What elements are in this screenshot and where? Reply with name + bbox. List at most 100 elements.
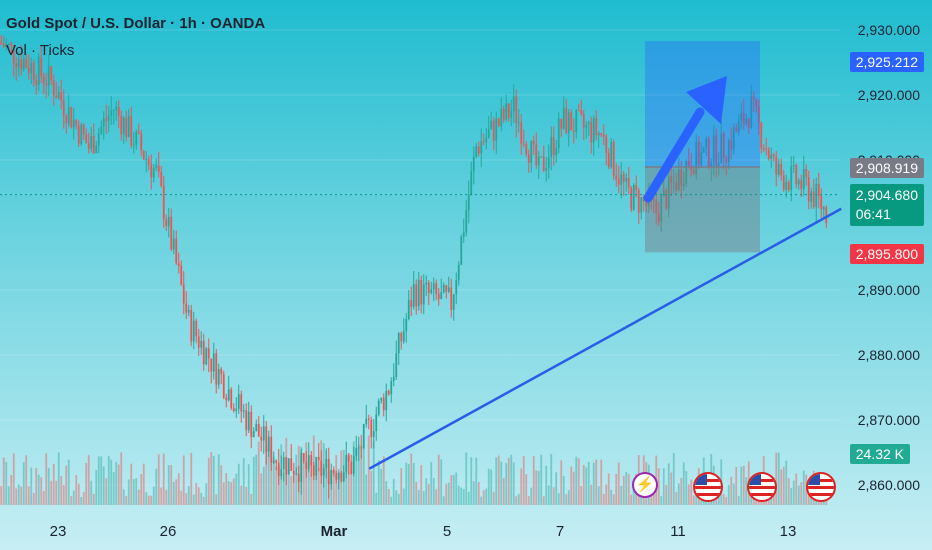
- candle-body: [777, 164, 780, 175]
- candle-body: [52, 80, 55, 96]
- volume-bar: [395, 490, 398, 505]
- us-flag-event-icon[interactable]: [693, 472, 723, 502]
- candle-body: [737, 120, 740, 132]
- candle-body: [525, 144, 528, 155]
- candle-body: [415, 284, 418, 307]
- volume-bar: [140, 474, 143, 505]
- candle-body: [22, 59, 25, 70]
- candle-body: [665, 190, 668, 209]
- candle-body: [587, 122, 590, 125]
- volume-bar: [65, 465, 68, 505]
- volume-bar: [337, 469, 340, 505]
- volume-bar: [267, 441, 270, 505]
- candle-body: [662, 190, 665, 197]
- candle-body: [427, 282, 430, 294]
- volume-bar: [160, 487, 163, 505]
- candle-body: [67, 107, 70, 124]
- date-tick-label: 26: [160, 523, 177, 540]
- candle-body: [235, 408, 238, 412]
- volume-bar: [200, 492, 203, 505]
- candle-body: [690, 165, 693, 171]
- volume-bar: [75, 475, 78, 505]
- candle-body: [795, 165, 798, 185]
- candle-body: [412, 284, 415, 308]
- stop-zone: [645, 167, 760, 253]
- volume-bar: [610, 489, 613, 505]
- volume-bar: [350, 471, 353, 505]
- candle-body: [82, 124, 85, 135]
- us-flag-event-icon[interactable]: [747, 472, 777, 502]
- volume-bar: [257, 441, 260, 505]
- volume-bar: [155, 468, 158, 505]
- volume-bar: [250, 493, 253, 505]
- candle-body: [390, 381, 393, 395]
- volume-bar: [632, 487, 635, 505]
- candle-body: [10, 43, 13, 46]
- date-tick-label: 5: [443, 523, 451, 540]
- candle-body: [312, 465, 315, 476]
- candle-body: [242, 410, 245, 412]
- volume-bar: [675, 492, 678, 505]
- volume-bar: [800, 482, 803, 505]
- volume-bar: [432, 478, 435, 505]
- trendline: [368, 207, 842, 470]
- candle-body: [387, 390, 390, 395]
- candle-body: [547, 157, 550, 169]
- candle-body: [355, 448, 358, 456]
- candle-body: [512, 96, 515, 112]
- volume-bar: [732, 483, 735, 505]
- volume-bar: [465, 452, 468, 505]
- candle-body: [222, 374, 225, 398]
- volume-bar: [145, 492, 148, 505]
- candle-body: [340, 472, 343, 482]
- volume-bar: [182, 455, 185, 505]
- candle-body: [552, 136, 555, 156]
- volume-bar: [115, 461, 118, 505]
- candle-body: [612, 142, 615, 176]
- candle-body: [500, 108, 503, 126]
- volume-bar: [750, 496, 753, 505]
- volume-bar: [495, 457, 498, 505]
- candle-body: [540, 156, 543, 158]
- candle-body: [192, 320, 195, 342]
- candle-body: [460, 236, 463, 265]
- candle-body: [577, 110, 580, 112]
- volume-bar: [577, 458, 580, 505]
- volume-bar: [582, 464, 585, 505]
- candle-body: [732, 127, 735, 150]
- volume-bar: [547, 485, 550, 505]
- price-tick-label: 2,870.000: [858, 412, 920, 428]
- volume-bar: [510, 454, 513, 505]
- candle-body: [167, 216, 170, 227]
- volume-bar: [17, 484, 20, 505]
- volume-bar: [245, 486, 248, 505]
- candle-body: [520, 122, 523, 144]
- volume-bar: [22, 462, 25, 505]
- volume-bar: [657, 468, 660, 505]
- volume-bar: [410, 453, 413, 505]
- candle-body: [505, 103, 508, 120]
- volume-bar: [492, 491, 495, 505]
- volume-bar: [692, 495, 695, 505]
- lightning-event-icon[interactable]: ⚡: [632, 472, 658, 498]
- volume-bar: [50, 480, 53, 505]
- candle-body: [780, 164, 783, 176]
- candle-body: [465, 210, 468, 233]
- volume-bar: [442, 496, 445, 505]
- volume-bar: [60, 475, 63, 505]
- volume-bar: [390, 496, 393, 505]
- us-flag-event-icon[interactable]: [806, 472, 836, 502]
- volume-bar: [37, 474, 40, 505]
- candle-body: [730, 140, 733, 150]
- candle-body: [807, 177, 810, 202]
- date-tick-label: 11: [670, 523, 686, 540]
- candle-body: [697, 141, 700, 165]
- volume-bar: [355, 447, 358, 505]
- volume-bar: [402, 488, 405, 505]
- candle-body: [187, 309, 190, 313]
- volume-bar: [667, 463, 670, 505]
- candle-body: [735, 127, 738, 132]
- candle-body: [307, 455, 310, 470]
- volume-bar: [42, 491, 45, 505]
